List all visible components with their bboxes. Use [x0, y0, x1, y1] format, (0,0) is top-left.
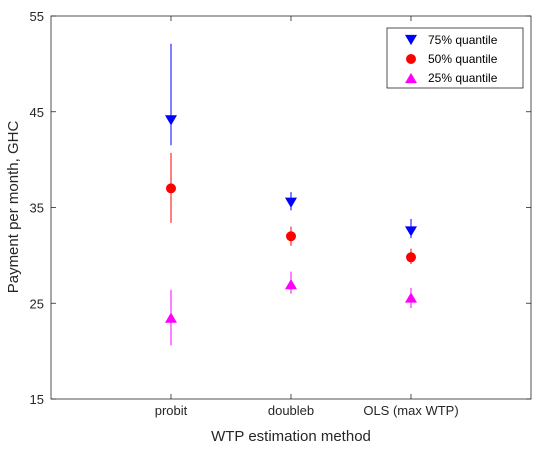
legend-label-q75: 75% quantile: [428, 33, 498, 47]
y-tick-label: 35: [30, 201, 44, 216]
marker-q25: [405, 292, 417, 303]
legend-marker-q50: [406, 54, 416, 64]
y-axis: 15 25 35 45 55: [30, 9, 531, 407]
data-marks: [165, 43, 417, 346]
y-tick-label: 55: [30, 9, 44, 24]
y-axis-label: Payment per month, GHC: [5, 121, 22, 294]
legend: 75% quantile 50% quantile 25% quantile: [386, 27, 524, 89]
marker-q50: [286, 231, 296, 242]
marker-q25: [165, 312, 177, 323]
y-tick-label: 25: [30, 296, 44, 311]
x-tick-label: probit: [155, 403, 188, 418]
x-tick-label: doubleb: [268, 403, 314, 418]
x-axis-label: WTP estimation method: [211, 428, 371, 445]
x-tick-label: OLS (max WTP): [363, 403, 458, 418]
legend-label-q50: 50% quantile: [428, 52, 498, 66]
y-tick-label: 45: [30, 105, 44, 120]
marker-q75: [285, 197, 297, 208]
marker-q50: [406, 252, 416, 263]
legend-label-q25: 25% quantile: [428, 71, 498, 85]
marker-q75: [405, 226, 417, 237]
marker-q75: [165, 115, 177, 126]
y-tick-label: 15: [30, 392, 44, 407]
marker-q25: [285, 279, 297, 290]
marker-q50: [166, 183, 176, 194]
legend-marker-q25: [405, 72, 417, 84]
x-axis: probit doubleb OLS (max WTP): [155, 16, 459, 418]
legend-marker-q75: [405, 34, 417, 46]
